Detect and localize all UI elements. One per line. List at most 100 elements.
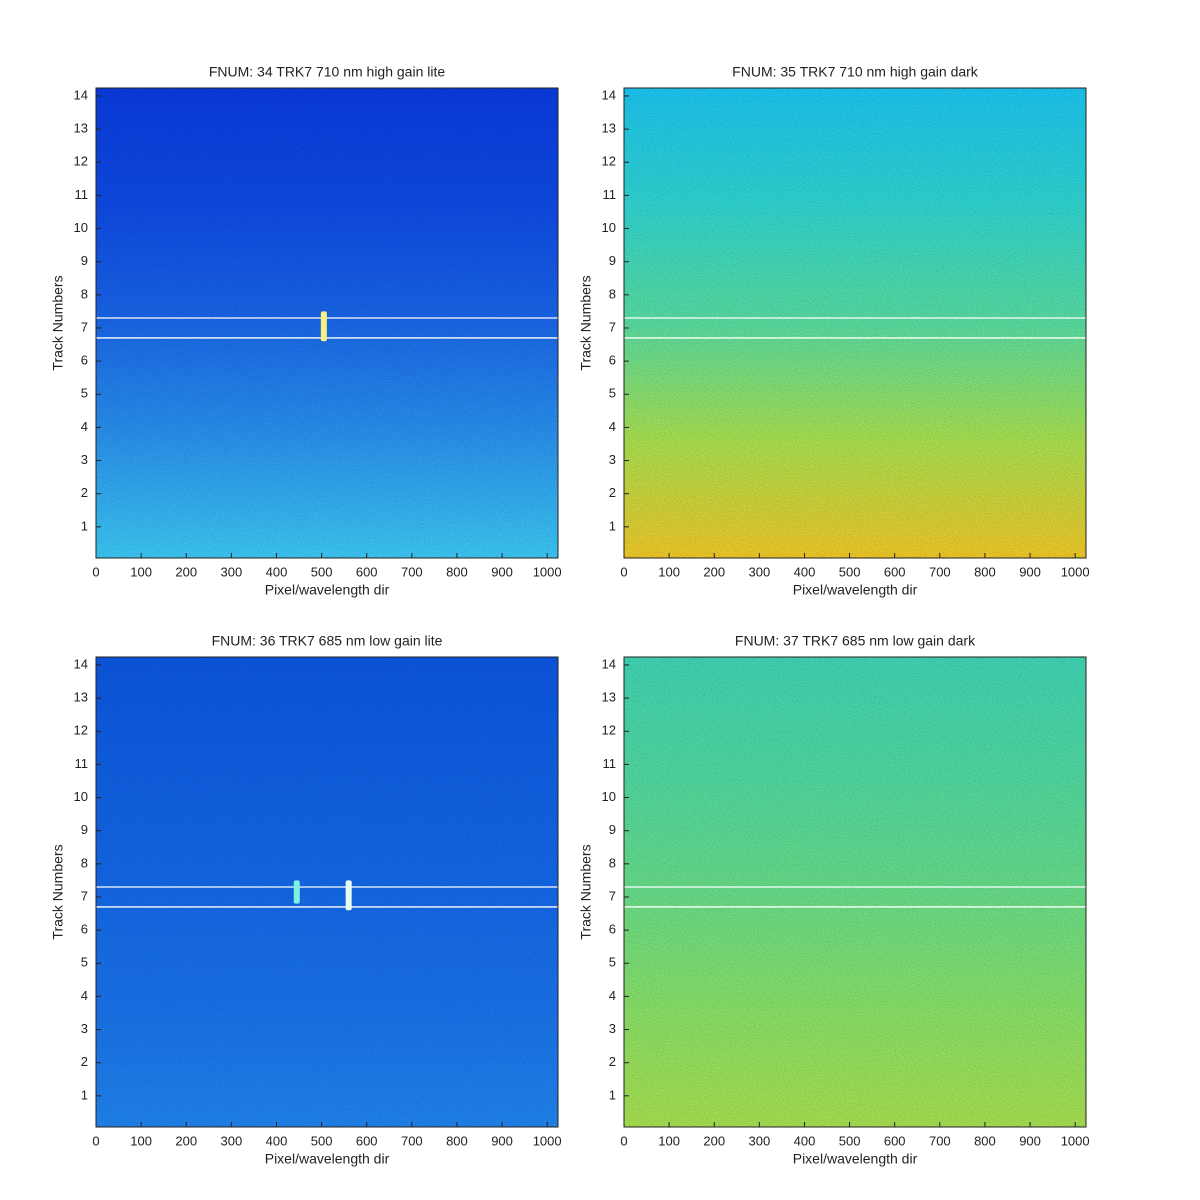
y-tick-label: 11 [603,756,617,771]
y-tick-label: 5 [81,955,88,970]
y-tick-label: 2 [609,1054,616,1069]
axes-frame [95,656,559,1128]
x-tick-label: 900 [1019,1133,1041,1148]
x-tick-label: 800 [446,564,468,579]
x-tick-label: 300 [749,564,771,579]
y-tick-label: 13 [602,121,616,136]
y-tick-label: 6 [609,353,616,368]
y-tick-label: 4 [81,988,88,1003]
axes-frame [95,87,559,559]
y-tick-label: 3 [609,452,616,467]
x-tick-label: 200 [703,1133,725,1148]
y-tick-label: 8 [609,286,616,301]
y-tick-label: 12 [74,154,88,169]
y-tick-label: 4 [609,988,616,1003]
x-tick-label: 200 [703,564,725,579]
panel-title: FNUM: 35 TRK7 710 nm high gain dark [732,64,979,80]
y-tick-label: 9 [81,253,88,268]
x-tick-label: 500 [311,564,333,579]
y-tick-label: 9 [609,822,616,837]
x-tick-label: 700 [929,564,951,579]
y-tick-label: 12 [602,723,616,738]
image-noise [96,657,558,1127]
x-tick-label: 100 [130,564,152,579]
y-tick-label: 7 [81,888,88,903]
x-tick-label: 0 [620,1133,627,1148]
x-tick-label: 400 [266,564,288,579]
x-tick-label: 500 [311,1133,333,1148]
x-axis-label: Pixel/wavelength dir [265,582,390,598]
panel-title: FNUM: 37 TRK7 685 nm low gain dark [735,633,976,649]
x-tick-label: 600 [356,564,378,579]
x-tick-label: 900 [1019,564,1041,579]
y-tick-label: 4 [81,419,88,434]
x-axis-label: Pixel/wavelength dir [265,1151,390,1167]
y-tick-label: 4 [609,419,616,434]
x-tick-label: 300 [221,564,243,579]
y-tick-label: 13 [74,690,88,705]
x-tick-label: 0 [92,1133,99,1148]
x-tick-label: 1000 [1061,1133,1090,1148]
y-tick-label: 14 [74,87,88,102]
y-tick-label: 5 [81,386,88,401]
x-tick-label: 700 [401,564,423,579]
x-tick-label: 200 [175,1133,197,1148]
y-tick-label: 8 [609,855,616,870]
y-tick-label: 1 [609,1087,616,1102]
y-tick-label: 6 [609,922,616,937]
y-tick-label: 9 [609,253,616,268]
y-tick-label: 1 [609,518,616,533]
x-tick-label: 700 [929,1133,951,1148]
y-tick-label: 8 [81,855,88,870]
x-tick-label: 1000 [533,564,562,579]
x-tick-label: 800 [974,564,996,579]
axes-frame [623,656,1087,1128]
y-tick-label: 2 [81,1054,88,1069]
y-tick-label: 11 [603,187,617,202]
x-tick-label: 200 [175,564,197,579]
image-noise [624,88,1086,558]
bright-feature [345,880,352,911]
x-tick-label: 600 [884,1133,906,1148]
x-tick-label: 600 [884,564,906,579]
y-tick-label: 3 [81,452,88,467]
y-tick-label: 9 [81,822,88,837]
x-tick-label: 900 [491,1133,513,1148]
x-tick-label: 300 [749,1133,771,1148]
y-tick-label: 12 [74,723,88,738]
y-tick-label: 5 [609,386,616,401]
x-tick-label: 100 [658,1133,680,1148]
image-noise [624,657,1086,1127]
y-tick-label: 6 [81,353,88,368]
x-tick-label: 400 [794,1133,816,1148]
x-axis-label: Pixel/wavelength dir [793,1151,918,1167]
x-tick-label: 700 [401,1133,423,1148]
x-tick-label: 400 [794,564,816,579]
x-tick-label: 100 [658,564,680,579]
image-noise [96,88,558,558]
x-tick-label: 100 [130,1133,152,1148]
y-tick-label: 14 [602,656,616,671]
y-tick-label: 5 [609,955,616,970]
y-tick-label: 11 [75,187,89,202]
x-tick-label: 500 [839,564,861,579]
y-tick-label: 13 [602,690,616,705]
x-tick-label: 1000 [1061,564,1090,579]
y-axis-label: Track Numbers [578,844,594,939]
bright-feature [293,880,300,904]
x-tick-label: 1000 [533,1133,562,1148]
y-tick-label: 3 [609,1021,616,1036]
y-tick-label: 7 [81,319,88,334]
x-axis-label: Pixel/wavelength dir [793,582,918,598]
y-tick-label: 1 [81,518,88,533]
y-tick-label: 10 [602,789,616,804]
y-tick-label: 10 [74,789,88,804]
y-tick-label: 2 [81,485,88,500]
bright-feature [320,311,327,342]
y-tick-label: 7 [609,319,616,334]
y-tick-label: 14 [602,87,616,102]
x-tick-label: 500 [839,1133,861,1148]
y-tick-label: 7 [609,888,616,903]
y-tick-label: 10 [602,220,616,235]
